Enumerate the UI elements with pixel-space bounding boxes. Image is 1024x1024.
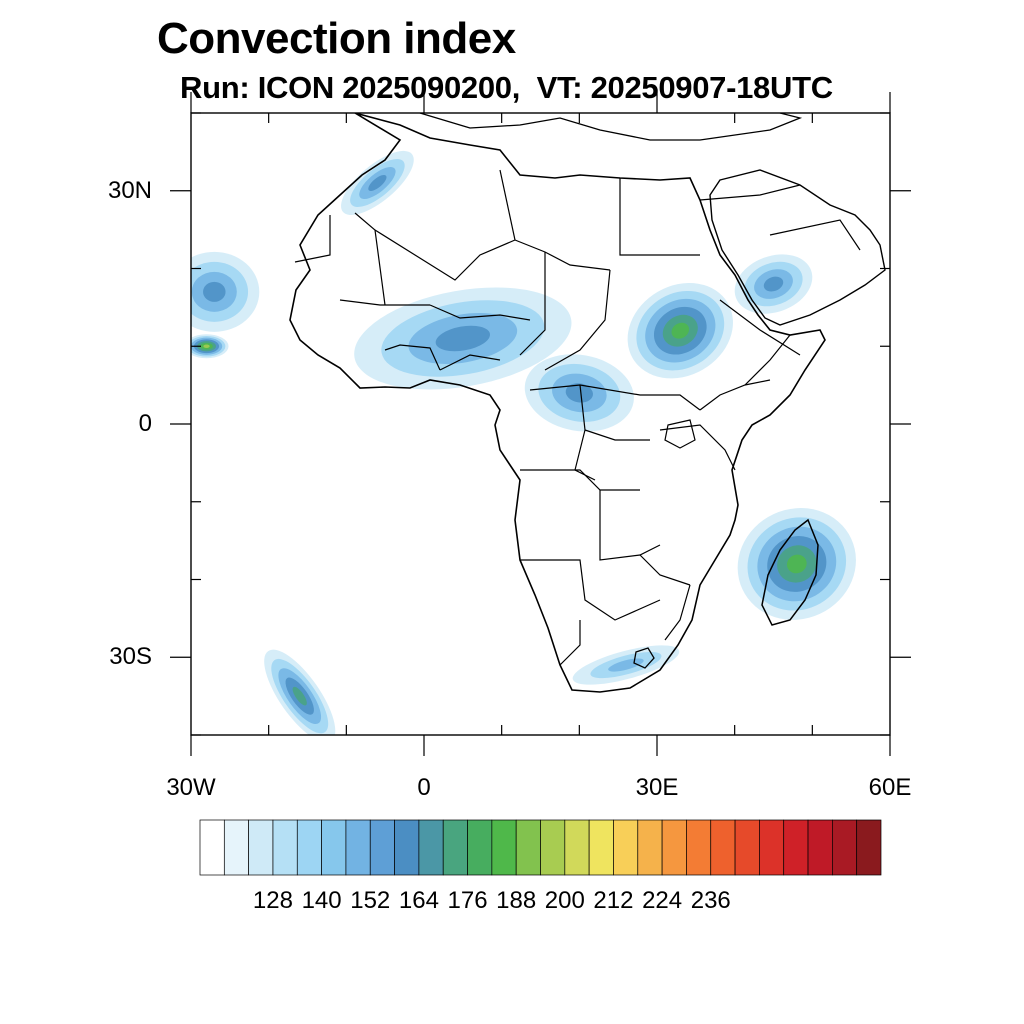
country-border <box>544 269 611 371</box>
country-border <box>429 304 531 321</box>
colorbar-box <box>661 819 687 876</box>
coastlines <box>289 113 886 693</box>
convection-region <box>671 322 690 339</box>
colorbar-box <box>807 819 833 876</box>
madagascar-coastline <box>761 518 819 626</box>
colorbar-label: 128 <box>252 887 293 914</box>
lake-victoria <box>664 419 696 449</box>
page-subtitle: Run: ICON 2025090200, VT: 20250907-18UTC <box>180 70 833 105</box>
lon-label: 0 <box>417 774 431 801</box>
colorbar-box <box>540 819 566 876</box>
country-border <box>514 239 611 271</box>
colorbar-box <box>272 819 298 876</box>
colorbar-label: 164 <box>398 887 439 914</box>
country-border <box>384 344 441 371</box>
colorbar-box <box>759 819 785 876</box>
colorbar-box <box>734 819 760 876</box>
colorbar-box <box>515 819 541 876</box>
colorbar-box <box>710 819 736 876</box>
convection-field <box>191 150 856 735</box>
lat-label: 0 <box>138 410 152 437</box>
colorbar-box <box>637 819 663 876</box>
colorbar-box <box>442 819 468 876</box>
country-border <box>769 219 861 251</box>
colorbar-label: 236 <box>690 887 731 914</box>
lesotho-border <box>633 647 655 669</box>
colorbar-label: 200 <box>544 887 585 914</box>
colorbar-box <box>394 819 420 876</box>
country-border <box>699 379 771 411</box>
colorbar-box <box>223 819 249 876</box>
country-border <box>744 334 791 386</box>
colorbar-label: 212 <box>593 887 634 914</box>
colorbar-box <box>418 819 444 876</box>
country-border <box>529 384 701 411</box>
country-border <box>639 554 691 586</box>
country-border <box>294 215 331 263</box>
country-border <box>520 559 661 621</box>
lon-label: 60E <box>868 774 912 801</box>
country-border <box>619 178 700 256</box>
colorbar-box <box>564 819 590 876</box>
country-border <box>339 299 430 306</box>
convection-region <box>435 325 490 352</box>
country-border <box>699 184 801 201</box>
convection-region <box>368 174 387 191</box>
lat-label: 30N <box>107 176 152 204</box>
colorbar-box <box>588 819 614 876</box>
country-border <box>374 229 516 281</box>
colorbar-box <box>345 819 371 876</box>
colorbar-box <box>296 819 322 876</box>
country-border <box>439 354 501 371</box>
africa-coastline <box>289 113 826 693</box>
colorbar-box <box>199 819 225 876</box>
convection-region <box>292 686 307 706</box>
country-border <box>499 169 516 241</box>
colorbar-label: 152 <box>350 887 391 914</box>
country-border <box>519 252 546 356</box>
colorbar-box <box>491 819 517 876</box>
country-border <box>559 620 581 666</box>
colorbar-label: 188 <box>496 887 537 914</box>
axis-ticks <box>170 92 911 756</box>
convection-region <box>565 383 593 403</box>
colorbar-box <box>248 819 274 876</box>
country-border <box>520 469 640 491</box>
colorbar-box <box>369 819 395 876</box>
country-border <box>719 299 801 356</box>
colorbar-box <box>783 819 809 876</box>
colorbar-box <box>321 819 347 876</box>
arabia-coastline <box>709 169 886 326</box>
lon-label: 30E <box>635 774 679 801</box>
page-title: Convection index <box>157 14 516 63</box>
colorbar-label: 224 <box>642 887 683 914</box>
colorbar-box <box>613 819 639 876</box>
convection-region <box>786 554 807 574</box>
colorbar-box <box>832 819 858 876</box>
colorbar-box <box>856 819 882 876</box>
convection-region <box>203 344 210 348</box>
colorbar-label: 176 <box>447 887 488 914</box>
colorbar-box <box>467 819 493 876</box>
colorbar-label: 140 <box>301 887 342 914</box>
convection-region <box>203 281 226 302</box>
colorbar-box <box>686 819 712 876</box>
country-border <box>659 424 736 471</box>
lat-label: 30S <box>109 643 152 671</box>
europe-coastline <box>419 113 803 141</box>
country-border <box>599 490 661 561</box>
convection-region <box>763 276 784 292</box>
country-border <box>584 429 650 441</box>
lon-label: 30W <box>166 774 216 801</box>
country-border <box>664 584 691 641</box>
